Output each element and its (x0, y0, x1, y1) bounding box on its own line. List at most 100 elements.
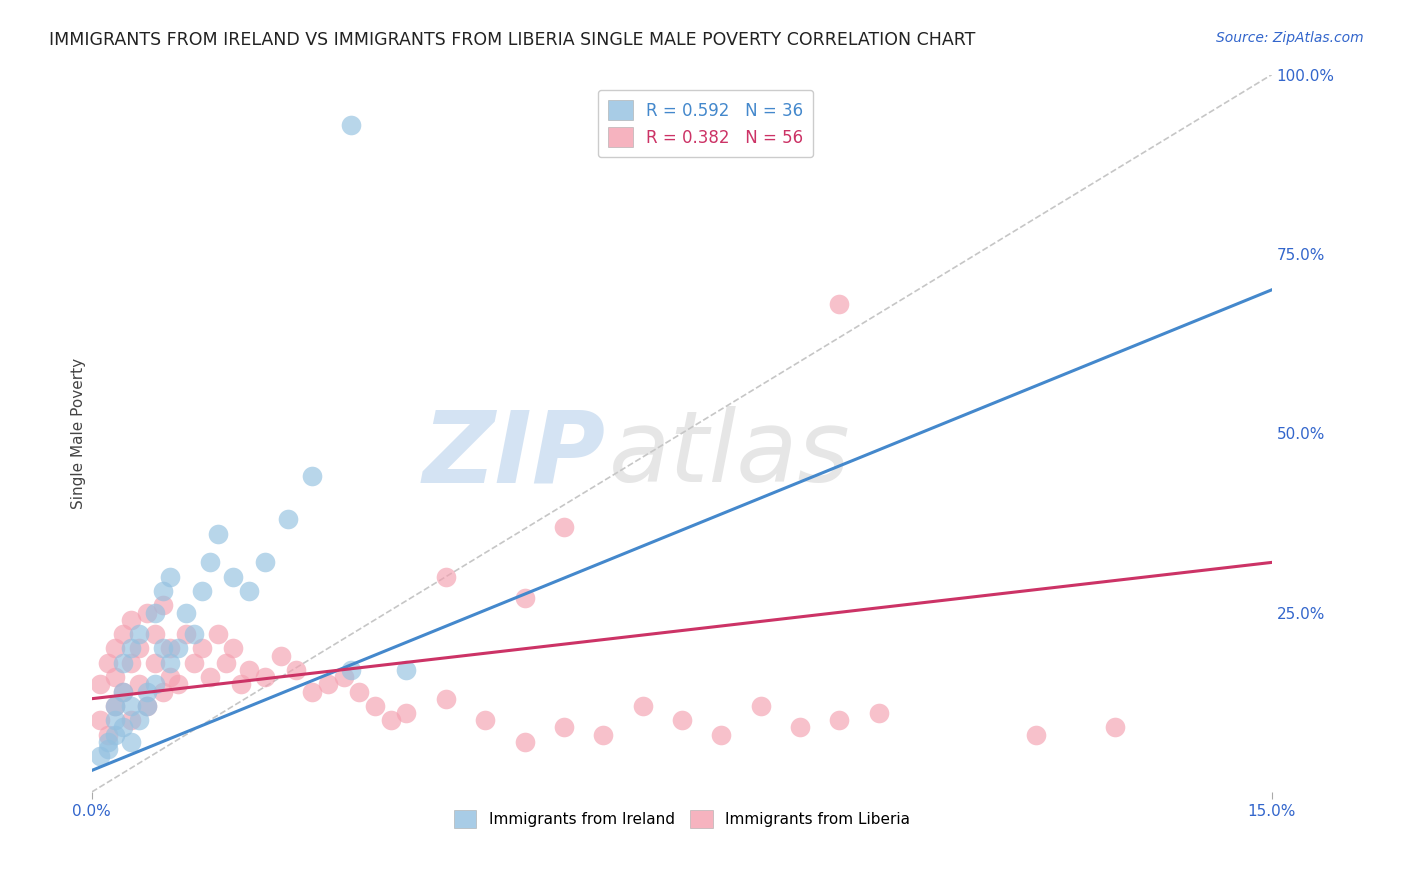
Point (789, 720, 811, 734)
Point (434, 570, 457, 584)
Point (434, 691, 457, 706)
Point (364, 698, 387, 713)
Point (270, 648, 292, 663)
Point (207, 627, 229, 641)
Point (231, 677, 253, 691)
Point (104, 641, 127, 656)
Point (238, 584, 260, 599)
Point (143, 627, 166, 641)
Point (159, 656, 181, 670)
Point (120, 735, 142, 749)
Point (120, 613, 142, 627)
Point (222, 570, 245, 584)
Point (128, 713, 150, 727)
Point (553, 519, 575, 533)
Point (112, 656, 135, 670)
Point (340, 663, 363, 677)
Point (513, 735, 536, 749)
Point (174, 627, 197, 641)
Text: atlas: atlas (609, 406, 851, 503)
Point (89, 713, 111, 727)
Point (152, 684, 174, 698)
Point (143, 677, 166, 691)
Point (128, 627, 150, 641)
Point (96, 656, 118, 670)
Point (1025, 728, 1047, 742)
Point (395, 706, 418, 720)
Point (152, 599, 174, 613)
Point (191, 641, 214, 656)
Point (238, 663, 260, 677)
Point (828, 713, 851, 727)
Point (183, 627, 205, 641)
Point (96, 728, 118, 742)
Point (159, 570, 181, 584)
Point (332, 670, 354, 684)
Point (135, 698, 157, 713)
Point (868, 706, 890, 720)
Point (340, 118, 363, 132)
Point (513, 591, 536, 606)
Text: ZIP: ZIP (422, 406, 605, 503)
Point (112, 627, 135, 641)
Point (277, 512, 299, 526)
Point (592, 728, 614, 742)
Point (828, 297, 851, 311)
Point (222, 641, 245, 656)
Point (112, 684, 135, 698)
Point (214, 656, 236, 670)
Point (174, 606, 197, 620)
Legend: Immigrants from Ireland, Immigrants from Liberia: Immigrants from Ireland, Immigrants from… (447, 804, 917, 835)
Point (285, 663, 308, 677)
Point (120, 713, 142, 727)
Point (631, 698, 654, 713)
Point (301, 684, 323, 698)
Point (89, 677, 111, 691)
Y-axis label: Single Male Poverty: Single Male Poverty (72, 358, 86, 508)
Point (89, 749, 111, 764)
Point (104, 670, 127, 684)
Point (128, 641, 150, 656)
Point (152, 584, 174, 599)
Point (183, 656, 205, 670)
Point (316, 677, 339, 691)
Point (301, 469, 323, 483)
Point (104, 698, 127, 713)
Point (198, 555, 221, 569)
Point (253, 670, 276, 684)
Point (395, 663, 418, 677)
Point (96, 735, 118, 749)
Point (671, 713, 693, 727)
Point (112, 720, 135, 734)
Point (135, 606, 157, 620)
Point (167, 641, 190, 656)
Point (120, 656, 142, 670)
Point (749, 698, 772, 713)
Point (112, 684, 135, 698)
Point (120, 641, 142, 656)
Point (96, 742, 118, 756)
Point (159, 670, 181, 684)
Point (135, 698, 157, 713)
Point (198, 670, 221, 684)
Point (710, 728, 733, 742)
Point (104, 713, 127, 727)
Text: IMMIGRANTS FROM IRELAND VS IMMIGRANTS FROM LIBERIA SINGLE MALE POVERTY CORRELATI: IMMIGRANTS FROM IRELAND VS IMMIGRANTS FR… (49, 31, 976, 49)
Point (104, 728, 127, 742)
Point (191, 584, 214, 599)
Text: Source: ZipAtlas.com: Source: ZipAtlas.com (1216, 31, 1364, 45)
Point (143, 656, 166, 670)
Point (159, 641, 181, 656)
Point (167, 677, 190, 691)
Point (104, 698, 127, 713)
Point (152, 641, 174, 656)
Point (207, 526, 229, 541)
Point (143, 606, 166, 620)
Point (253, 555, 276, 569)
Point (128, 677, 150, 691)
Point (553, 720, 575, 734)
Point (120, 698, 142, 713)
Point (135, 684, 157, 698)
Point (349, 684, 371, 698)
Point (474, 713, 496, 727)
